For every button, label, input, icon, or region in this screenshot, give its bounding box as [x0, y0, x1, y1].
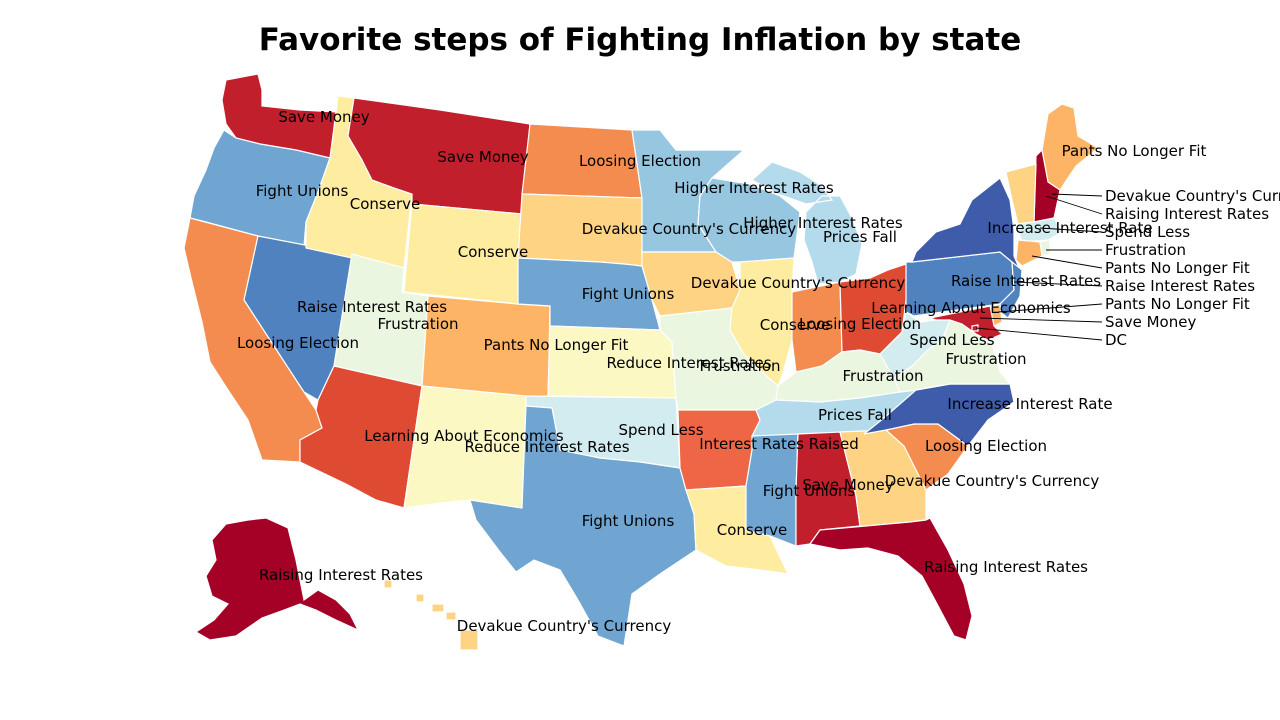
- state-MI: [750, 161, 863, 285]
- state-label-MN: Higher Interest Rates: [674, 179, 834, 197]
- state-label-WY: Conserve: [458, 243, 528, 261]
- state-label-KS: Reduce Interest Rates: [606, 354, 771, 372]
- state-label-SD: Devakue Country's Currency: [582, 220, 797, 238]
- state-label-NC: Increase Interest Rate: [947, 395, 1112, 413]
- state-label-TX: Fight Unions: [582, 512, 675, 530]
- state-label-WA: Save Money: [278, 108, 369, 126]
- state-NE: [517, 257, 661, 331]
- map-title: Favorite steps of Fighting Inflation by …: [258, 22, 1022, 58]
- state-label-VT: Devakue Country's Currency: [1105, 187, 1280, 205]
- state-label-ND: Loosing Election: [579, 152, 701, 170]
- state-label-MI: Prices Fall: [823, 228, 897, 246]
- state-label-TN: Prices Fall: [818, 406, 892, 424]
- state-label-NH: Raising Interest Rates: [1105, 205, 1269, 223]
- state-label-MT: Save Money: [437, 148, 528, 166]
- state-label-UT: Frustration: [378, 315, 459, 333]
- state-label-RI: Frustration: [1105, 241, 1186, 259]
- state-label-AK: Raising Interest Rates: [259, 566, 423, 584]
- state-IL: [729, 257, 795, 388]
- state-label-CA: Loosing Election: [237, 334, 359, 352]
- state-label-WI: Higher Interest Rates: [743, 214, 903, 232]
- state-label-CT: Pants No Longer Fit: [1105, 259, 1250, 277]
- state-label-ID: Conserve: [350, 195, 420, 213]
- state-label-MA: Spend Less: [1105, 223, 1190, 241]
- state-label-SC: Loosing Election: [925, 437, 1047, 455]
- state-label-FL: Raising Interest Rates: [924, 558, 1088, 576]
- state-label-MD: Save Money: [1105, 313, 1196, 331]
- state-NJ: [999, 260, 1023, 319]
- state-NY: [911, 177, 1021, 271]
- state-label-NM: Reduce Interest Rates: [464, 438, 629, 456]
- state-HI: [383, 579, 479, 651]
- state-TX: [469, 405, 697, 647]
- state-label-AZ: Learning About Economics: [364, 427, 564, 445]
- state-MD: [927, 305, 1004, 341]
- callout-leader-lines: [975, 193, 1103, 341]
- state-CT: [1015, 239, 1043, 267]
- state-label-NE: Fight Unions: [582, 285, 675, 303]
- states-layer: [183, 73, 1100, 651]
- state-label-MO: Frustration: [700, 357, 781, 375]
- state-label-OH: Learning About Economics: [871, 299, 1071, 317]
- state-label-ME: Pants No Longer Fit: [1062, 142, 1207, 160]
- state-label-AL: Save Money: [802, 476, 893, 494]
- state-label-DE: Pants No Longer Fit: [1105, 295, 1250, 313]
- state-label-NJ: Raise Interest Rates: [1105, 277, 1255, 295]
- state-label-WV: Spend Less: [909, 331, 994, 349]
- state-label-IA: Devakue Country's Currency: [691, 274, 906, 292]
- state-label-DC: DC: [1105, 331, 1127, 349]
- state-label-PA: Raise Interest Rates: [951, 272, 1101, 290]
- state-label-CO: Pants No Longer Fit: [484, 336, 629, 354]
- state-label-AR: Interest Rates Raised: [699, 435, 859, 453]
- state-MT: [347, 97, 531, 215]
- state-label-IL: Conserve: [760, 316, 830, 334]
- state-DC: [971, 324, 979, 332]
- state-label-IN: Loosing Election: [799, 315, 921, 333]
- state-label-OR: Fight Unions: [256, 182, 349, 200]
- state-label-HI: Devakue Country's Currency: [457, 617, 672, 635]
- state-label-GA: Devakue Country's Currency: [885, 472, 1100, 490]
- state-label-VA: Frustration: [946, 350, 1027, 368]
- state-AK: [194, 517, 360, 641]
- state-label-NY: Increase Interest Rate: [987, 219, 1152, 237]
- state-label-OK: Spend Less: [618, 421, 703, 439]
- state-FL: [808, 517, 973, 641]
- state-label-KY: Frustration: [843, 367, 924, 385]
- state-label-NV: Raise Interest Rates: [297, 298, 447, 316]
- state-label-MS: Fight Unions: [763, 482, 856, 500]
- state-label-LA: Conserve: [717, 521, 787, 539]
